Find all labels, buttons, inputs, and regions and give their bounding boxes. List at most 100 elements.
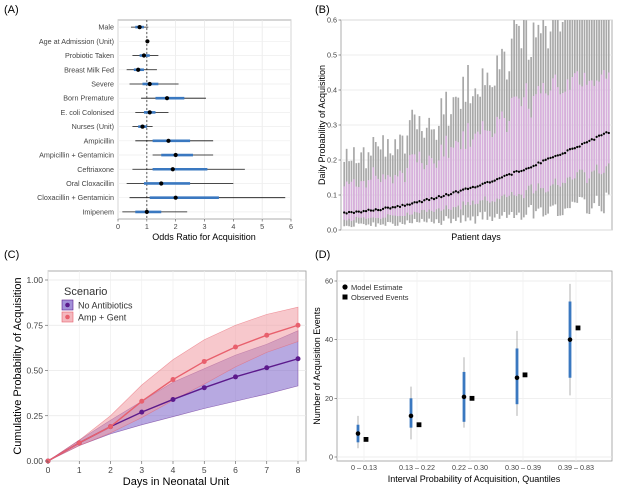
- point-amp-gent: [139, 398, 145, 404]
- x-tick-label: 0.13 – 0.22: [399, 463, 435, 472]
- median-point: [525, 167, 528, 170]
- median-point: [568, 148, 572, 151]
- median-point: [580, 142, 584, 146]
- x-tick-label: 5: [202, 465, 207, 475]
- point-no-antibiotics: [201, 385, 207, 391]
- row-label: Probiotic Taken: [65, 51, 114, 60]
- point-amp-gent: [76, 440, 82, 446]
- panel-d-legend: Model Estimate Observed Events: [342, 283, 409, 302]
- median-point: [532, 164, 535, 168]
- y-tick-label: 0.2: [327, 156, 337, 165]
- median-point: [449, 192, 453, 196]
- median-point: [345, 212, 348, 215]
- median-point: [454, 190, 458, 193]
- median-point: [585, 141, 589, 144]
- panel-a-letter: (A): [4, 4, 19, 16]
- y-tick-label: 0.25: [26, 411, 43, 421]
- panel-b: (B) 0.0 0.1 0.2 0.3 0.4 0.5 0.6 Patient days D…: [315, 4, 613, 242]
- median-point: [534, 164, 538, 167]
- median-point: [515, 169, 518, 173]
- median-point: [544, 158, 547, 161]
- x-tick-label: 6: [289, 222, 293, 231]
- row-label: Imipenem: [82, 207, 114, 216]
- row-label: Nurses (Unit): [72, 122, 114, 131]
- point-amp-gent: [264, 332, 270, 338]
- model-estimate-point: [461, 394, 467, 400]
- row-label: E. coli Colonised: [60, 108, 114, 117]
- x-tick-label: 0 – 0.13: [351, 463, 377, 472]
- panel-c: (C) 0.00 0.25 0.50 0.75 1.00 0 1 2 3 4 5 6 7 8 Days i…: [4, 249, 307, 488]
- legend-observed-events-icon: [342, 294, 348, 300]
- legend-model-estimate-icon: [342, 284, 348, 290]
- median-point: [546, 157, 550, 160]
- model-estimate-point: [408, 413, 414, 419]
- median-point: [539, 162, 542, 165]
- median-point: [364, 209, 368, 213]
- median-point: [418, 200, 421, 203]
- x-tick-label: 2: [108, 465, 113, 475]
- y-tick-label: 0.50: [26, 366, 43, 376]
- median-point: [561, 152, 564, 155]
- model-estimate-point: [514, 375, 520, 381]
- median-point: [362, 209, 365, 213]
- median-point: [437, 194, 441, 198]
- median-point: [554, 154, 557, 158]
- median-point: [607, 131, 610, 135]
- median-point: [357, 210, 360, 213]
- estimate-point: [166, 138, 171, 143]
- estimate-point: [173, 195, 178, 200]
- median-point: [517, 170, 521, 173]
- median-point: [529, 166, 533, 169]
- panel-d-letter: (D): [315, 249, 330, 261]
- panel-d-grid: [337, 271, 612, 461]
- estimate-point: [140, 124, 145, 129]
- median-point: [486, 180, 489, 184]
- median-point: [435, 196, 438, 200]
- panel-a-xlabel: Odds Ratio for Acquisition: [152, 232, 256, 242]
- x-tick-label: 4: [171, 465, 176, 475]
- median-point: [396, 204, 399, 208]
- median-point: [420, 200, 424, 204]
- point-amp-gent: [295, 322, 301, 328]
- row-label: Ceftriaxone: [77, 165, 114, 174]
- median-point: [379, 209, 382, 212]
- median-point: [600, 134, 603, 137]
- median-point: [445, 193, 448, 196]
- median-point: [447, 194, 450, 197]
- estimate-point: [170, 167, 175, 172]
- median-point: [457, 191, 460, 194]
- estimate-point: [147, 81, 152, 87]
- median-point: [566, 149, 569, 152]
- observed-event-point: [469, 395, 475, 401]
- median-point: [423, 199, 426, 202]
- median-point: [459, 189, 462, 192]
- legend-model-estimate-label: Model Estimate: [351, 283, 403, 292]
- x-tick-label: 1: [145, 222, 149, 231]
- median-point: [563, 151, 567, 155]
- point-no-antibiotics: [233, 374, 238, 380]
- panel-c-letter: (C): [4, 249, 19, 261]
- median-point: [408, 203, 411, 206]
- median-point: [498, 177, 501, 180]
- median-point: [411, 202, 414, 205]
- panel-c-ticks: 0.00 0.25 0.50 0.75 1.00 0 1 2 3 4 5 6 7 8: [26, 275, 300, 475]
- median-point: [471, 185, 475, 189]
- x-tick-label: 3: [203, 222, 207, 231]
- median-point: [527, 166, 530, 170]
- x-tick-label: 7: [264, 465, 269, 475]
- median-point: [452, 191, 455, 194]
- y-tick-label: 0.75: [26, 320, 43, 330]
- y-tick-label: 40: [325, 335, 333, 344]
- panel-d: (D) 0 20 40 60 0 – 0.13 0.13 – 0.22 0.22 – 0.3…: [312, 249, 613, 484]
- x-tick-label: 0: [116, 222, 120, 231]
- median-point: [386, 206, 390, 209]
- point-no-antibiotics: [264, 365, 270, 371]
- point-amp-gent: [170, 377, 176, 383]
- median-point: [483, 181, 487, 185]
- median-point: [481, 182, 484, 185]
- legend-observed-events-label: Observed Events: [351, 293, 409, 302]
- panel-d-ylabel: Number of Acquisition Events: [312, 307, 322, 425]
- estimate-point: [173, 152, 178, 158]
- observed-event-point: [363, 437, 369, 442]
